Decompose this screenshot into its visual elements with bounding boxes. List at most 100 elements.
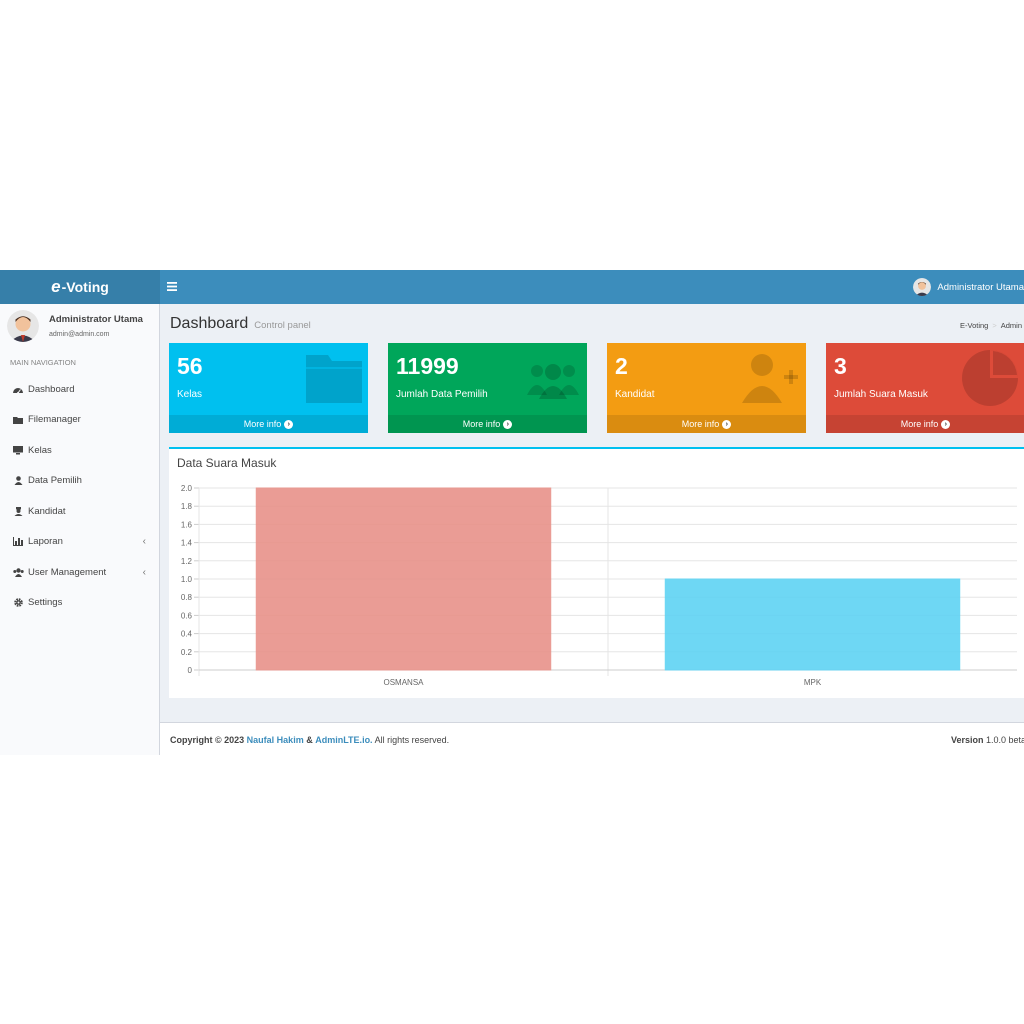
- more-info-label: More info: [462, 419, 501, 429]
- dashboard-icon: [12, 385, 24, 394]
- gear-icon: [12, 598, 24, 608]
- y-tick-label: 0: [188, 666, 193, 675]
- header-user-menu[interactable]: Administrator Utama: [913, 270, 1024, 304]
- bar-chart: 0 0.2 0.4 0.6 0.8 1.0 1.2 1.4 1.6 1.8 2.0 OSMANSA MP…: [181, 484, 1017, 687]
- user-secret-icon: [12, 506, 24, 516]
- logo-text: -Voting: [61, 279, 109, 295]
- stat-box-kelas: 56 Kelas More info ›: [169, 343, 368, 433]
- breadcrumb-item: Admin: [1000, 321, 1023, 330]
- page-title: Dashboard: [170, 315, 249, 332]
- sidebar-item-label: Data Pemilih: [28, 475, 82, 487]
- stat-value: 56: [177, 353, 203, 379]
- arrow-circle-right-icon: ›: [941, 419, 951, 429]
- arrow-circle-right-icon: ›: [722, 419, 732, 429]
- arrow-circle-right-icon: ›: [284, 419, 294, 429]
- breadcrumb: E-Voting > Admin: [960, 321, 1022, 330]
- sidebar-item-label: Filemanager: [28, 414, 81, 426]
- y-tick-label: 1.2: [181, 557, 193, 566]
- sidebar-item-label: Kandidat: [28, 505, 66, 517]
- monitor-icon: [12, 445, 24, 455]
- x-tick-label: MPK: [804, 678, 822, 687]
- more-info-label: More info: [900, 419, 939, 429]
- x-tick-label: OSMANSA: [383, 678, 424, 687]
- sidebar-item-laporan[interactable]: Laporan ‹: [0, 527, 160, 558]
- more-info-label: More info: [681, 419, 720, 429]
- more-info-link[interactable]: More info ›: [169, 415, 368, 433]
- stat-value: 11999: [396, 353, 459, 379]
- pie-chart-icon: [961, 349, 1019, 412]
- sidebar-item-label: Settings: [28, 597, 63, 609]
- chevron-left-icon: ‹: [142, 566, 146, 578]
- sidebar-item-user-management[interactable]: User Management ‹: [0, 557, 160, 588]
- content-header: Dashboard Control panel: [170, 315, 311, 333]
- rights-text: All rights reserved.: [374, 735, 450, 745]
- sidebar-user-email: admin@admin.com: [49, 331, 110, 338]
- copyright: Copyright © 2023 Naufal Hakim & AdminLTE…: [170, 735, 449, 745]
- sidebar-item-label: Laporan: [28, 536, 63, 548]
- sidebar-item-kelas[interactable]: Kelas: [0, 435, 160, 466]
- version: Version 1.0.0 beta: [951, 735, 1024, 745]
- chevron-left-icon: ‹: [142, 536, 146, 548]
- amp: &: [306, 735, 313, 745]
- y-tick-label: 1.6: [181, 520, 193, 529]
- version-value: 1.0.0 beta: [986, 735, 1024, 745]
- more-info-link[interactable]: More info ›: [826, 415, 1024, 433]
- more-info-link[interactable]: More info ›: [607, 415, 806, 433]
- more-info-link[interactable]: More info ›: [388, 415, 587, 433]
- sidebar-item-filemanager[interactable]: Filemanager: [0, 405, 160, 436]
- stat-value: 3: [834, 353, 847, 379]
- bar-chart-icon: [12, 537, 24, 547]
- stat-label: Kandidat: [615, 389, 655, 400]
- breadcrumb-separator: >: [992, 321, 997, 330]
- adminlte-link[interactable]: AdminLTE.io.: [315, 735, 373, 745]
- sidebar-item-data-pemilih[interactable]: Data Pemilih: [0, 466, 160, 497]
- stat-box-pemilih: 11999 Jumlah Data Pemilih More info ›: [388, 343, 587, 433]
- y-tick-label: 0.6: [181, 611, 193, 620]
- y-tick-label: 0.8: [181, 593, 193, 602]
- sidebar-item-dashboard[interactable]: Dashboard: [0, 374, 160, 405]
- stat-box-kandidat: 2 Kandidat More info ›: [607, 343, 806, 433]
- bar: [664, 578, 961, 671]
- sidebar-user-name: Administrator Utama: [49, 314, 143, 325]
- y-tick-label: 1.8: [181, 502, 193, 511]
- sidebar-toggle-icon[interactable]: [167, 278, 177, 294]
- sidebar-item-settings[interactable]: Settings: [0, 588, 160, 619]
- bar: [255, 487, 552, 671]
- folder-icon: [306, 353, 362, 408]
- sidebar-item-kandidat[interactable]: Kandidat: [0, 496, 160, 527]
- logo[interactable]: e -Voting: [0, 270, 160, 304]
- user-icon: [12, 476, 24, 486]
- y-tick-label: 2.0: [181, 484, 193, 493]
- arrow-circle-right-icon: ›: [503, 419, 513, 429]
- chart-title: Data Suara Masuk: [177, 456, 277, 470]
- more-info-label: More info: [243, 419, 282, 429]
- stat-box-suara: 3 Jumlah Suara Masuk More info ›: [826, 343, 1024, 433]
- copyright-prefix: Copyright © 2023: [170, 735, 245, 745]
- chart-card: Data Suara Masuk 0 0.2 0.4 0.6 0.8 1.0 1.2 1.4 1…: [169, 447, 1024, 698]
- sidebar: Administrator Utama admin@admin.com MAIN…: [0, 304, 160, 755]
- main-header: e -Voting Administrator Utama: [0, 270, 1024, 304]
- users-icon: [12, 568, 24, 577]
- avatar: [7, 310, 39, 342]
- sidebar-item-label: User Management: [28, 566, 107, 578]
- logo-e: e: [51, 277, 61, 296]
- folder-icon: [12, 416, 24, 424]
- app-frame: e -Voting Administrator Utama Administrat…: [0, 270, 1024, 755]
- nav-header: MAIN NAVIGATION: [10, 358, 76, 367]
- stat-label: Kelas: [177, 389, 203, 400]
- sidebar-menu: Dashboard Filemanager Kelas Data Pemilih…: [0, 374, 160, 618]
- header-user-name: Administrator Utama: [937, 281, 1024, 293]
- user-plus-icon: [740, 351, 800, 408]
- user-panel: Administrator Utama admin@admin.com: [0, 304, 160, 348]
- page-footer: Copyright © 2023 Naufal Hakim & AdminLTE…: [160, 722, 1024, 755]
- users-icon: [525, 361, 581, 404]
- author-link[interactable]: Naufal Hakim: [246, 735, 304, 745]
- y-tick-label: 0.4: [181, 630, 193, 639]
- page-subtitle: Control panel: [254, 320, 311, 331]
- sidebar-item-label: Kelas: [28, 444, 52, 456]
- breadcrumb-item[interactable]: E-Voting: [960, 321, 989, 330]
- y-tick-label: 1.0: [181, 575, 193, 584]
- y-tick-label: 1.4: [181, 539, 193, 548]
- sidebar-item-label: Dashboard: [28, 383, 75, 395]
- version-label: Version: [951, 735, 984, 745]
